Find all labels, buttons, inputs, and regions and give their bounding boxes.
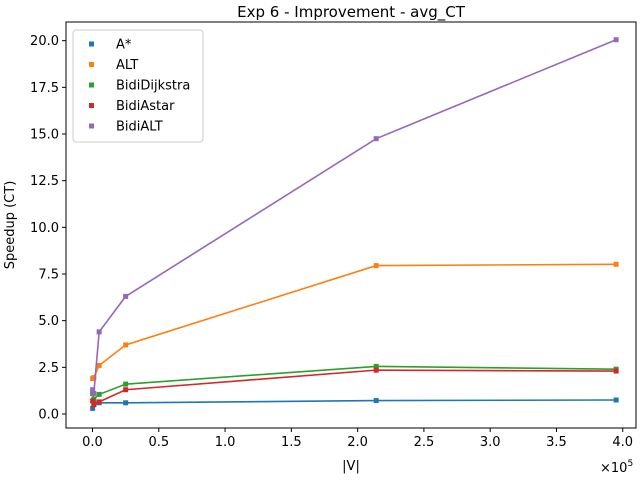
series-bididijkstra bbox=[90, 363, 619, 402]
y-tick-label: 15.0 bbox=[30, 128, 59, 143]
legend-marker-a- bbox=[89, 41, 94, 47]
legend-label-bididijkstra: BidiDijkstra bbox=[116, 79, 190, 94]
series-a- bbox=[90, 397, 619, 411]
data-point-alt bbox=[373, 263, 379, 269]
data-point-bidiastar bbox=[613, 368, 619, 374]
data-point-bididijkstra bbox=[373, 363, 379, 369]
data-point-bidialt bbox=[123, 293, 129, 299]
data-point-bidiastar bbox=[123, 387, 129, 393]
legend-marker-bididijkstra bbox=[89, 82, 94, 88]
x-axis-multiplier: ×105 bbox=[600, 459, 633, 476]
data-point-bidialt bbox=[613, 37, 619, 43]
y-tick-label: 12.5 bbox=[30, 174, 59, 189]
series-bidiastar bbox=[90, 367, 619, 408]
x-tick-label: 0.0 bbox=[82, 435, 103, 450]
x-multiplier-base: ×10 bbox=[600, 461, 627, 476]
x-tick-label: 1.0 bbox=[215, 435, 236, 450]
legend-label-bidiastar: BidiAstar bbox=[116, 99, 175, 114]
data-point-bidiastar bbox=[373, 367, 379, 373]
data-point-a- bbox=[123, 400, 129, 406]
legend-label-a-: A* bbox=[116, 38, 132, 53]
y-tick-label: 10.0 bbox=[30, 221, 59, 236]
y-tick-label: 7.5 bbox=[38, 268, 59, 283]
data-point-bidialt bbox=[90, 387, 96, 393]
y-tick-label: 5.0 bbox=[38, 314, 59, 329]
legend-marker-bidiastar bbox=[89, 103, 94, 108]
series-line-a- bbox=[91, 399, 617, 409]
x-multiplier-exponent: 5 bbox=[627, 459, 633, 469]
x-axis-label: |V| bbox=[342, 459, 360, 474]
data-point-bididijkstra bbox=[123, 381, 129, 387]
x-tick-label: 3.5 bbox=[546, 435, 567, 450]
data-point-bidialt bbox=[96, 329, 102, 335]
y-tick-label: 2.5 bbox=[38, 361, 59, 376]
x-tick-label: 2.5 bbox=[414, 435, 435, 450]
legend-label-bidialt: BidiALT bbox=[116, 120, 163, 135]
plot-area-frame bbox=[65, 21, 637, 429]
x-tick-label: 2.0 bbox=[347, 435, 368, 450]
data-point-alt bbox=[91, 375, 97, 381]
series-line-alt bbox=[92, 263, 617, 380]
x-tick-label: 1.5 bbox=[281, 435, 302, 450]
series-layer bbox=[90, 37, 619, 411]
x-tick-label: 0.5 bbox=[148, 435, 169, 450]
y-axis-label: Speedup (CT) bbox=[3, 181, 18, 270]
chart-title: Exp 6 - Improvement - avg_CT bbox=[237, 3, 466, 22]
data-point-a- bbox=[373, 398, 379, 404]
y-tick-label: 0.0 bbox=[38, 408, 59, 423]
x-tick-label: 4.0 bbox=[612, 435, 633, 450]
data-point-alt bbox=[123, 342, 129, 348]
data-point-bidiastar bbox=[96, 399, 102, 405]
series-alt bbox=[90, 261, 619, 382]
legend: A* ALT BidiDijkstra BidiAstar BidiALT bbox=[72, 29, 204, 143]
data-point-alt bbox=[613, 261, 619, 267]
series-bidialt bbox=[90, 37, 619, 396]
data-point-bidiastar bbox=[90, 398, 96, 404]
y-axis: 0.0 2.5 5.0 7.5 10.0 12.5 15.0 17.5 20.0 bbox=[30, 34, 66, 423]
data-point-bididijkstra bbox=[96, 391, 102, 397]
x-tick-label: 3.0 bbox=[480, 435, 501, 450]
data-point-a- bbox=[613, 397, 619, 403]
legend-marker-bidialt bbox=[89, 123, 94, 129]
data-point-bidiastar bbox=[91, 402, 97, 408]
data-point-alt bbox=[96, 362, 102, 368]
legend-label-alt: ALT bbox=[116, 58, 138, 73]
data-point-bidialt bbox=[91, 390, 97, 396]
data-point-a- bbox=[90, 405, 96, 411]
data-point-bidialt bbox=[373, 136, 379, 142]
legend-frame bbox=[72, 29, 204, 143]
y-tick-label: 17.5 bbox=[30, 81, 59, 96]
x-axis: 0.0 0.5 1.0 1.5 2.0 2.5 3.0 3.5 4.0 bbox=[82, 428, 633, 450]
legend-marker-alt bbox=[89, 62, 94, 67]
y-tick-label: 20.0 bbox=[30, 34, 59, 49]
